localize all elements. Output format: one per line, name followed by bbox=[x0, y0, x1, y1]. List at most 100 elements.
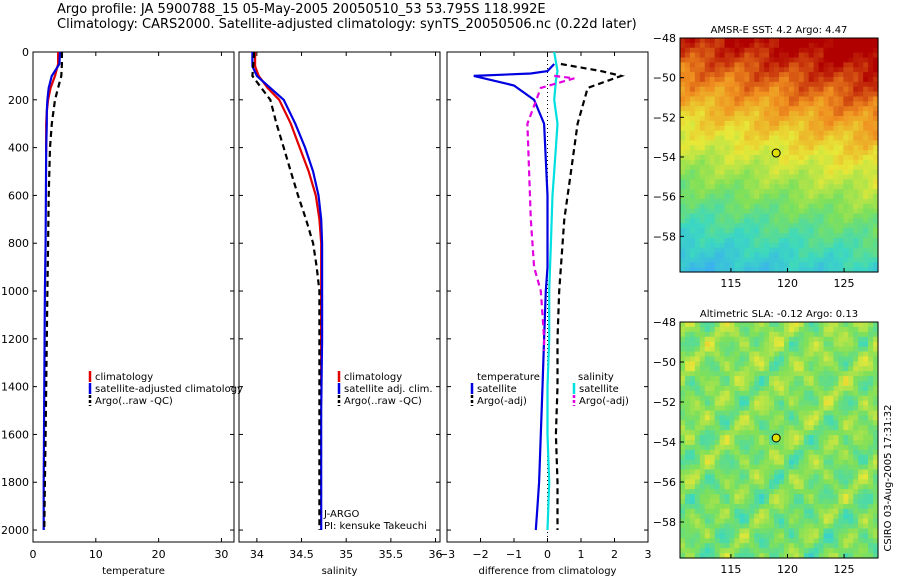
map-cell bbox=[793, 91, 800, 98]
map-cell bbox=[813, 62, 820, 68]
map-cell bbox=[853, 208, 859, 215]
map-cell bbox=[848, 174, 854, 180]
map-cell bbox=[793, 242, 800, 249]
map-cell bbox=[818, 184, 825, 190]
map-cell bbox=[783, 47, 790, 54]
map-cell bbox=[868, 179, 874, 185]
map-cell bbox=[788, 538, 795, 544]
map-cell bbox=[724, 533, 731, 539]
map-cell bbox=[863, 130, 869, 137]
map-cell bbox=[724, 150, 731, 156]
map-cell bbox=[813, 52, 820, 59]
map-cell bbox=[853, 155, 859, 161]
map-cell bbox=[719, 164, 726, 171]
map-cell bbox=[734, 415, 740, 421]
map-cell bbox=[848, 233, 854, 239]
map-cell bbox=[734, 474, 740, 480]
map-cell bbox=[813, 169, 820, 176]
map-cell bbox=[774, 371, 780, 377]
map-cell bbox=[843, 425, 849, 431]
map-cell bbox=[803, 77, 810, 83]
map-cell bbox=[724, 405, 731, 412]
map-cell bbox=[793, 464, 800, 471]
map-cell bbox=[868, 213, 874, 219]
map-cell bbox=[779, 533, 785, 539]
map-cell bbox=[808, 553, 815, 559]
map-cell bbox=[823, 120, 830, 127]
map-cell bbox=[818, 454, 825, 461]
map-cell bbox=[808, 67, 815, 73]
map-cell bbox=[838, 435, 844, 441]
map-cell bbox=[774, 322, 780, 328]
map-cell bbox=[863, 101, 869, 107]
map-cell bbox=[684, 96, 691, 102]
map-cell bbox=[734, 346, 740, 353]
map-cell bbox=[714, 390, 721, 397]
map-cell bbox=[714, 116, 721, 122]
map-cell bbox=[749, 67, 755, 73]
x-tick-label: 2 bbox=[611, 548, 618, 561]
map-cell bbox=[779, 454, 785, 461]
map-cell bbox=[754, 395, 760, 402]
map-cell bbox=[783, 96, 790, 102]
map-cell bbox=[868, 494, 874, 500]
x-tick-label: 0 bbox=[544, 548, 551, 561]
map-cell bbox=[813, 469, 820, 476]
map-cell bbox=[843, 242, 849, 249]
map-cell bbox=[848, 415, 854, 421]
map-cell bbox=[769, 130, 775, 137]
map-cell bbox=[798, 341, 805, 348]
map-cell bbox=[684, 237, 691, 244]
series-line bbox=[546, 51, 559, 531]
map-cell bbox=[843, 454, 849, 461]
map-cell bbox=[689, 213, 696, 219]
map-cell bbox=[798, 67, 805, 73]
map-cell bbox=[793, 322, 800, 328]
map-cell bbox=[769, 57, 775, 63]
x-tick-label: 20 bbox=[152, 548, 166, 561]
map-cell bbox=[709, 150, 716, 156]
map-cell bbox=[793, 77, 800, 83]
map-cell bbox=[858, 415, 864, 421]
map-cell bbox=[729, 351, 736, 358]
map-cell bbox=[818, 101, 825, 107]
map-cell bbox=[813, 376, 820, 382]
map-cell bbox=[684, 484, 691, 490]
map-cell bbox=[793, 405, 800, 412]
map-cell bbox=[719, 400, 726, 407]
map-cell bbox=[838, 513, 844, 520]
map-cell bbox=[858, 538, 864, 544]
map-cell bbox=[803, 81, 810, 88]
map-cell bbox=[699, 237, 706, 244]
map-cell bbox=[858, 130, 864, 137]
map-cell bbox=[798, 405, 805, 412]
map-cell bbox=[858, 228, 864, 234]
map-cell bbox=[734, 125, 740, 132]
map-cell bbox=[774, 489, 780, 495]
map-cell bbox=[769, 106, 775, 112]
map-cell bbox=[724, 469, 731, 476]
map-cell bbox=[853, 499, 859, 505]
map-cell bbox=[699, 390, 706, 397]
map-cell bbox=[749, 400, 755, 407]
map-cell bbox=[729, 150, 736, 156]
map-cell bbox=[694, 533, 701, 539]
map-cell bbox=[838, 469, 844, 476]
map-cell bbox=[744, 390, 750, 397]
map-cell bbox=[744, 371, 750, 377]
map-cell bbox=[684, 47, 691, 54]
map-cell bbox=[754, 513, 760, 520]
map-cell bbox=[714, 208, 721, 215]
map-cell bbox=[783, 203, 790, 210]
map-cell bbox=[704, 523, 711, 530]
map-cell bbox=[868, 474, 874, 480]
map-cell bbox=[779, 513, 785, 520]
map-cell bbox=[704, 499, 711, 505]
map-cell bbox=[774, 140, 780, 146]
map-cell bbox=[759, 252, 765, 258]
map-cell bbox=[724, 425, 731, 431]
map-cell bbox=[729, 553, 736, 559]
map-cell bbox=[719, 247, 726, 254]
map-cell bbox=[709, 247, 716, 254]
map-cell bbox=[779, 208, 785, 215]
